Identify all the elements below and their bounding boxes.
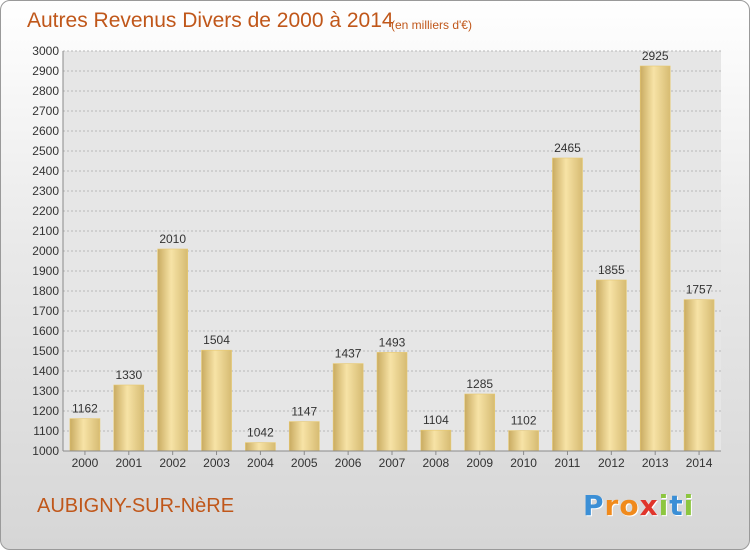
data-label: 1330	[115, 368, 142, 382]
data-label: 1162	[72, 402, 98, 416]
y-tick-label: 1400	[32, 364, 59, 378]
x-tick-label: 2002	[159, 456, 186, 470]
bar-2013	[639, 65, 671, 452]
logo-letter: i	[658, 489, 670, 522]
bar-2014	[683, 299, 715, 452]
chart-subtitle: (en milliers d'€)	[391, 18, 472, 32]
bar-2004	[245, 442, 276, 452]
logo-letter: t	[669, 489, 684, 522]
commune-name: AUBIGNY-SUR-NèRE	[37, 495, 235, 517]
bar-2005	[288, 421, 320, 452]
y-tick-label: 2300	[32, 184, 59, 198]
chart-title: Autres Revenus Divers de 2000 à 2014	[27, 9, 394, 32]
bar-2011	[552, 157, 583, 452]
x-tick-label: 2001	[115, 456, 142, 470]
bar-2008	[420, 429, 452, 452]
data-label: 1855	[598, 263, 625, 277]
x-tick-label: 2012	[598, 456, 625, 470]
y-tick-label: 1100	[33, 424, 59, 438]
bars: 1162 1330 2010 1504 1042 1147 1437 1493 1104 1285…	[69, 49, 715, 452]
logo-letter: o	[619, 489, 640, 522]
x-tick-label: 2006	[335, 456, 362, 470]
bar-2000	[69, 418, 101, 452]
data-label: 2925	[642, 49, 669, 63]
data-label: 1147	[291, 405, 317, 419]
data-label: 2465	[554, 141, 581, 155]
proxiti-logo: Proxiti	[583, 489, 694, 522]
x-tick-label: 2010	[510, 456, 537, 470]
y-tick-label: 1600	[32, 324, 59, 338]
data-label: 1102	[511, 414, 537, 428]
data-label: 1104	[423, 413, 449, 427]
data-label: 1493	[379, 335, 406, 349]
y-tick-label: 2200	[32, 204, 59, 218]
bar-2009	[464, 393, 496, 452]
data-label: 2010	[159, 232, 186, 246]
x-tick-label: 2004	[247, 456, 274, 470]
y-tick-label: 1700	[32, 304, 59, 318]
y-tick-label: 2000	[32, 244, 59, 258]
logo-letter: P	[583, 489, 605, 522]
logo-letter: i	[683, 489, 695, 522]
y-tick-label: 2700	[32, 104, 59, 118]
bar-2003	[201, 349, 232, 452]
bar-2012	[596, 279, 627, 452]
y-tick-label: 2400	[32, 164, 59, 178]
x-tick-label: 2011	[555, 456, 581, 470]
y-axis-ticks: 1000 1100 1200 1300 1400 1500 1600 1700 1800 1900…	[32, 44, 59, 458]
x-tick-label: 2008	[423, 456, 450, 470]
y-tick-label: 1000	[32, 444, 59, 458]
bar-2006	[332, 363, 364, 452]
bar-2010	[508, 430, 539, 452]
x-tick-label: 2005	[291, 456, 318, 470]
y-tick-label: 1300	[32, 384, 59, 398]
y-tick-label: 1500	[32, 344, 59, 358]
logo-letter: r	[604, 489, 620, 522]
x-tick-label: 2007	[379, 456, 406, 470]
logo-letter: x	[639, 489, 659, 522]
data-label: 1757	[686, 283, 713, 297]
bar-2007	[376, 352, 408, 452]
y-tick-label: 1200	[32, 404, 59, 418]
bar-2001	[113, 384, 145, 452]
x-tick-label: 2009	[466, 456, 493, 470]
y-tick-label: 2100	[32, 224, 59, 238]
y-tick-label: 2900	[32, 64, 59, 78]
y-tick-label: 1800	[32, 284, 59, 298]
x-tick-label: 2014	[686, 456, 713, 470]
y-tick-label: 2500	[32, 144, 59, 158]
x-tick-label: 2013	[642, 456, 669, 470]
x-tick-label: 2000	[72, 456, 99, 470]
x-tick-label: 2003	[203, 456, 230, 470]
data-label: 1437	[335, 347, 362, 361]
y-tick-label: 2600	[32, 124, 59, 138]
data-label: 1285	[466, 377, 493, 391]
x-axis-ticks: 2000 2001 2002 2003 2004 2005 2006 2007 2008 2009…	[72, 451, 713, 470]
y-tick-label: 2800	[32, 84, 59, 98]
bar-2002	[157, 248, 188, 452]
y-tick-label: 3000	[32, 44, 59, 58]
y-tick-label: 1900	[32, 264, 59, 278]
data-label: 1042	[247, 426, 274, 440]
data-label: 1504	[203, 333, 230, 347]
